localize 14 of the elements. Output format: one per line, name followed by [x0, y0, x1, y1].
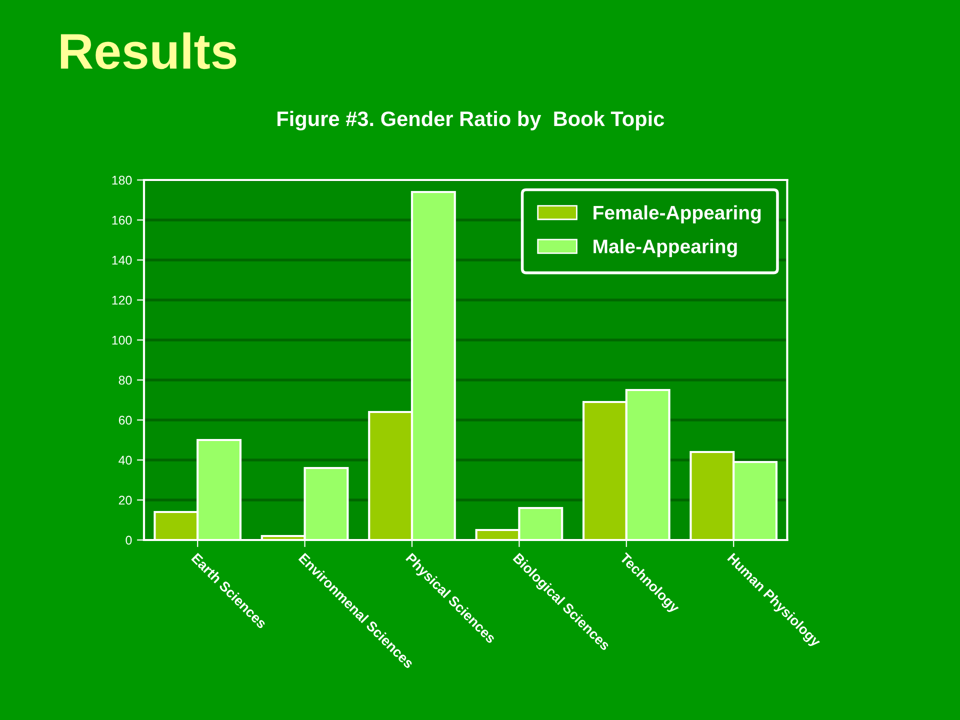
y-tick-label: 120: [112, 296, 132, 305]
legend-label: Female-Appearing: [594, 205, 761, 224]
y-tick-label: 40: [118, 456, 132, 465]
chart-title: Results: [60, 32, 236, 70]
y-tick-label: 20: [118, 496, 132, 505]
y-tick-label: 60: [118, 416, 132, 425]
chart-subtitle: Figure #3. Gender Ratio by Book Topic: [278, 110, 664, 130]
y-tick-label: 180: [112, 176, 132, 185]
y-tick-label: 140: [112, 256, 132, 265]
y-tick-label: 100: [112, 336, 132, 345]
legend-label: Male-Appearing: [594, 239, 737, 258]
y-tick-label: 0: [126, 536, 132, 545]
y-tick-label: 160: [112, 216, 132, 225]
y-tick-label: 80: [118, 376, 132, 385]
